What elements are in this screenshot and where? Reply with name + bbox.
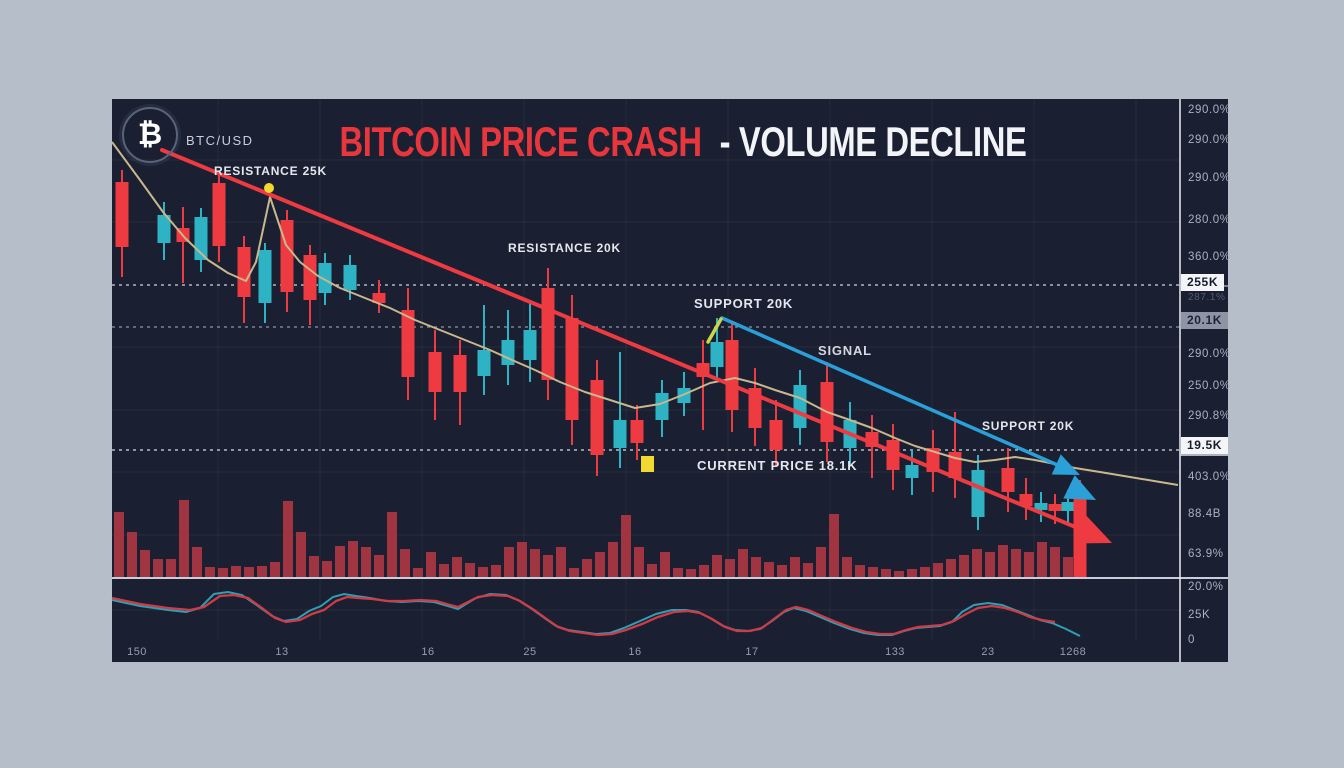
- annotation-resistance-25k: RESISTANCE 25K: [214, 164, 328, 178]
- annotation-current-price: CURRENT PRICE 18.1K: [697, 458, 858, 473]
- chart-title: BITCOIN PRICE CRASH - VOLUME DECLINE: [340, 118, 1027, 166]
- right-axis-label: 290.0%: [1188, 104, 1231, 116]
- x-axis-label: 13: [275, 646, 289, 658]
- bitcoin-logo-icon: ₿: [122, 107, 178, 163]
- right-axis-label: 290.0%: [1188, 348, 1231, 360]
- x-axis-label: 25: [523, 646, 537, 658]
- x-axis-label: 16: [421, 646, 435, 658]
- annotation-support-20k-top: SUPPORT 20K: [694, 296, 794, 311]
- x-axis-label: 1268: [1059, 646, 1087, 658]
- pair-label: BTC/USD: [186, 133, 254, 148]
- right-axis-label: 20.0%: [1188, 581, 1224, 593]
- right-axis-label: 290.0%: [1188, 172, 1231, 184]
- right-axis-label: 360.0%: [1188, 251, 1231, 263]
- right-axis-label: 280.0%: [1188, 214, 1231, 226]
- annotation-signal: SIGNAL: [818, 343, 872, 358]
- annotation-resistance-20k: RESISTANCE 20K: [508, 241, 622, 255]
- price-badge: 255K: [1181, 274, 1225, 291]
- title-white-part: - VOLUME DECLINE: [719, 118, 1027, 165]
- right-axis-label: 290.0%: [1188, 134, 1231, 146]
- title-red-part: BITCOIN PRICE CRASH: [339, 118, 702, 165]
- right-axis-label: 63.9%: [1188, 548, 1224, 560]
- right-axis-label: 250.0%: [1188, 380, 1231, 392]
- price-badge: 19.5K: [1181, 437, 1229, 454]
- annotation-support-20k-right: SUPPORT 20K: [982, 419, 1075, 433]
- x-axis-label: 17: [745, 646, 759, 658]
- right-axis-label: 290.8%: [1188, 410, 1231, 422]
- x-axis-label: 16: [628, 646, 642, 658]
- right-axis-label: 0: [1188, 634, 1195, 646]
- price-badge: 20.1K: [1181, 312, 1229, 329]
- bitcoin-symbol: ₿: [137, 118, 163, 151]
- x-axis-label: 150: [127, 646, 147, 658]
- right-axis-label: 403.0%: [1188, 471, 1231, 483]
- x-axis-label: 23: [981, 646, 995, 658]
- x-axis-label: 133: [885, 646, 905, 658]
- right-axis-label: 25K: [1188, 609, 1211, 621]
- right-axis-label: 88.4B: [1188, 508, 1222, 520]
- right-axis-label: 287.1%: [1188, 292, 1226, 303]
